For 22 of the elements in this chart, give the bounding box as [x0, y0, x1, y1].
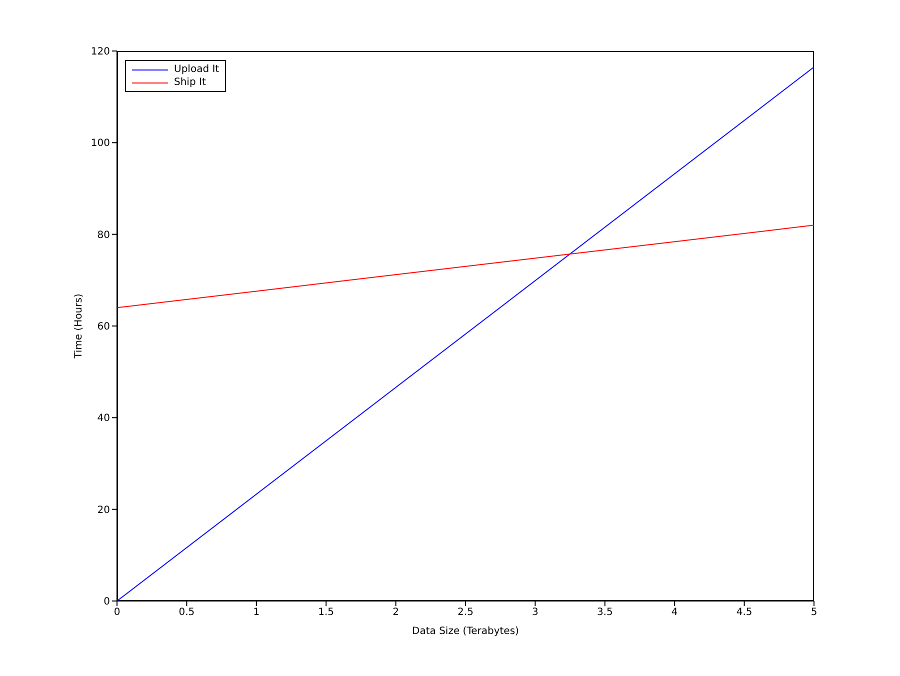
x-tick-label: 3	[532, 607, 538, 618]
y-tick-label: 0	[104, 596, 110, 608]
y-tick-label: 20	[97, 504, 110, 516]
x-tick-label: 2	[392, 607, 399, 618]
x-axis-title: Data Size (Terabytes)	[412, 626, 520, 638]
x-tick-label: 0	[114, 607, 120, 618]
x-tick-label: 2.5	[458, 607, 474, 618]
y-tick-label: 60	[97, 322, 110, 333]
legend-label: Upload It	[174, 63, 220, 76]
x-tick-label: 0.5	[178, 607, 195, 618]
x-tick-label: 3.5	[596, 607, 613, 618]
x-tick-label: 4	[671, 607, 678, 618]
legend-label: Ship It	[174, 76, 206, 89]
x-tick-label: 4.5	[736, 607, 752, 618]
x-tick-label: 5	[810, 607, 818, 618]
x-tick-label: 1	[253, 607, 260, 618]
y-tick-label: 80	[97, 230, 110, 241]
y-tick-label: 120	[90, 46, 110, 58]
y-axis-title: Time (Hours)	[74, 294, 85, 360]
y-tick-label: 40	[97, 413, 110, 424]
y-tick-label: 100	[90, 138, 110, 150]
x-tick-label: 1.5	[318, 607, 334, 618]
